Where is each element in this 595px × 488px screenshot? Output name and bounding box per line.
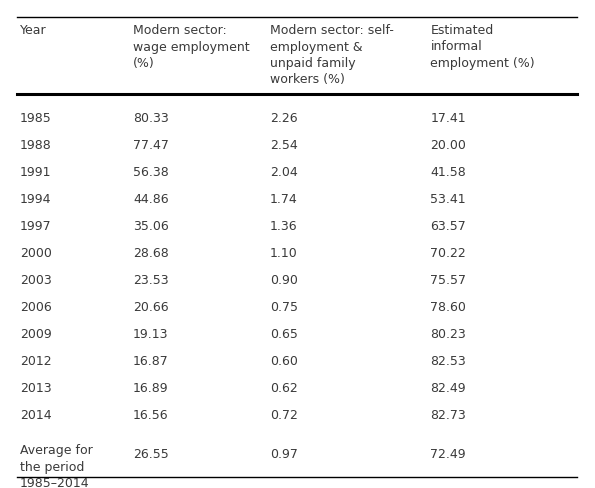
Text: 41.58: 41.58 — [430, 165, 466, 179]
Text: 0.65: 0.65 — [270, 327, 298, 340]
Text: 53.41: 53.41 — [430, 193, 466, 205]
Text: 35.06: 35.06 — [133, 220, 168, 232]
Text: 82.53: 82.53 — [430, 354, 466, 367]
Text: 78.60: 78.60 — [430, 301, 466, 313]
Text: 16.89: 16.89 — [133, 381, 168, 394]
Text: 2014: 2014 — [20, 408, 52, 421]
Text: 1985: 1985 — [20, 112, 52, 125]
Text: 0.97: 0.97 — [270, 447, 298, 460]
Text: 80.23: 80.23 — [430, 327, 466, 340]
Text: 70.22: 70.22 — [430, 246, 466, 260]
Text: 2.26: 2.26 — [270, 112, 298, 125]
Text: 2.04: 2.04 — [270, 165, 298, 179]
Text: 1.36: 1.36 — [270, 220, 298, 232]
Text: 1988: 1988 — [20, 139, 52, 152]
Text: 0.62: 0.62 — [270, 381, 298, 394]
Text: 2003: 2003 — [20, 273, 52, 286]
Text: 2013: 2013 — [20, 381, 52, 394]
Text: 1.74: 1.74 — [270, 193, 298, 205]
Text: 2000: 2000 — [20, 246, 52, 260]
Text: 2.54: 2.54 — [270, 139, 298, 152]
Text: 2009: 2009 — [20, 327, 52, 340]
Text: 0.90: 0.90 — [270, 273, 298, 286]
Text: 16.87: 16.87 — [133, 354, 168, 367]
Text: 26.55: 26.55 — [133, 447, 168, 460]
Text: 1994: 1994 — [20, 193, 51, 205]
Text: Average for
the period
1985–2014: Average for the period 1985–2014 — [20, 443, 93, 488]
Text: 2012: 2012 — [20, 354, 52, 367]
Text: Modern sector:
wage employment
(%): Modern sector: wage employment (%) — [133, 24, 249, 70]
Text: 19.13: 19.13 — [133, 327, 168, 340]
Text: 0.72: 0.72 — [270, 408, 298, 421]
Text: Estimated
informal
employment (%): Estimated informal employment (%) — [430, 24, 535, 70]
Text: 1997: 1997 — [20, 220, 52, 232]
Text: 77.47: 77.47 — [133, 139, 169, 152]
Text: 17.41: 17.41 — [430, 112, 466, 125]
Text: 20.66: 20.66 — [133, 301, 168, 313]
Text: 75.57: 75.57 — [430, 273, 466, 286]
Text: Year: Year — [20, 24, 46, 37]
Text: 72.49: 72.49 — [430, 447, 466, 460]
Text: 0.75: 0.75 — [270, 301, 298, 313]
Text: 0.60: 0.60 — [270, 354, 298, 367]
Text: 23.53: 23.53 — [133, 273, 168, 286]
Text: Modern sector: self-
employment &
unpaid family
workers (%): Modern sector: self- employment & unpaid… — [270, 24, 394, 86]
Text: 16.56: 16.56 — [133, 408, 168, 421]
Text: 1.10: 1.10 — [270, 246, 298, 260]
Text: 20.00: 20.00 — [430, 139, 466, 152]
Text: 1991: 1991 — [20, 165, 51, 179]
Text: 82.49: 82.49 — [430, 381, 466, 394]
Text: 82.73: 82.73 — [430, 408, 466, 421]
Text: 63.57: 63.57 — [430, 220, 466, 232]
Text: 2006: 2006 — [20, 301, 52, 313]
Text: 28.68: 28.68 — [133, 246, 168, 260]
Text: 44.86: 44.86 — [133, 193, 168, 205]
Text: 56.38: 56.38 — [133, 165, 168, 179]
Text: 80.33: 80.33 — [133, 112, 168, 125]
